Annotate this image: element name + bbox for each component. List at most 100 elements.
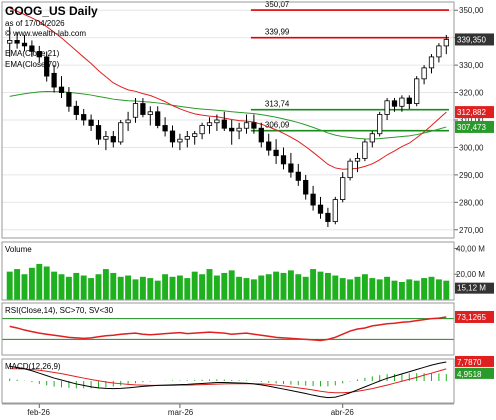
volume-bar: [110, 272, 117, 300]
price-tag: [455, 120, 494, 133]
candle-body: [88, 119, 94, 126]
candle-body: [406, 97, 412, 104]
candle-body: [414, 78, 420, 104]
candle: [14, 32, 20, 49]
level-label: 313,74: [265, 100, 290, 109]
volume-bar: [36, 263, 43, 300]
signal-tag-label: 4,9518: [457, 370, 482, 379]
volume-bar: [310, 269, 317, 300]
price-tick-label: 320,00: [459, 89, 484, 98]
volume-bar: [169, 276, 176, 300]
volume-bar: [73, 272, 80, 300]
volume-bar: [265, 274, 272, 300]
volume-bar: [324, 272, 331, 300]
volume-bar: [406, 279, 413, 300]
price-tick-label: 300,00: [459, 143, 484, 152]
candle-body: [251, 122, 257, 129]
candle-body: [21, 42, 28, 47]
volume-bar: [221, 272, 228, 300]
asof-date: as of 17/04/2026: [5, 19, 65, 28]
candle-body: [110, 136, 116, 143]
volume-bar: [258, 275, 265, 300]
candle: [399, 95, 405, 112]
volume-tag-label: 15,12 M: [457, 284, 486, 293]
volume-bar: [206, 269, 213, 300]
candle-body: [192, 133, 198, 137]
candle: [162, 117, 168, 137]
price-tag-label: 312,882: [457, 108, 486, 117]
candle-body: [317, 204, 324, 214]
rsi-tag: [455, 310, 494, 323]
volume-bar: [273, 271, 280, 300]
candle-body: [51, 72, 57, 88]
candle: [266, 133, 272, 156]
candle-body: [362, 141, 368, 159]
rsi-tag-label: 73,1265: [457, 313, 486, 322]
legend-ema70: EMA(Close,70): [5, 60, 60, 69]
candle: [81, 109, 87, 126]
macd-pane: 7,7870 4,9518 MACD(12,26,9): [1, 355, 494, 404]
volume-bar: [243, 278, 250, 300]
candle-body: [354, 158, 361, 162]
volume-bar: [65, 276, 72, 300]
candle-body: [14, 40, 20, 44]
candle: [73, 100, 79, 120]
volume-bar: [80, 275, 87, 300]
level-label: 339,99: [265, 28, 290, 37]
candle: [177, 133, 183, 151]
x-tick-label: feb-26: [27, 408, 50, 417]
volume-pane: 40,00 M 20,00 M 15,12 M Volume: [1, 241, 494, 301]
candle: [406, 95, 412, 110]
candle-body: [391, 100, 398, 107]
candle-body: [377, 114, 383, 135]
volume-tick-label: 40,00 M: [456, 244, 485, 253]
candle-body: [399, 97, 405, 107]
volume-bar: [125, 275, 132, 300]
candle-body: [384, 100, 390, 115]
price-tick-label: 350,00: [459, 6, 484, 15]
volume-bar: [391, 280, 398, 300]
candle: [125, 111, 131, 131]
volume-bar: [6, 271, 13, 300]
candle-body: [436, 45, 442, 58]
candle: [436, 43, 442, 63]
volume-bar: [421, 278, 428, 300]
price-tick-label: 330,00: [459, 61, 484, 70]
volume-bar: [302, 276, 309, 300]
candle: [317, 196, 324, 219]
candle: [303, 174, 309, 200]
macd-line: [9, 361, 447, 399]
candle-body: [428, 56, 435, 69]
candle-body: [243, 122, 250, 129]
volume-bar: [369, 278, 376, 300]
volume-bar: [58, 274, 65, 300]
price-tag-label: 339,350: [457, 35, 486, 44]
volume-bar: [213, 275, 220, 300]
price-pane: 350,07 339,99 313,74 306,09 270,00 280,00 290…: [1, 0, 494, 239]
candle-body: [118, 122, 124, 143]
candle: [95, 120, 102, 145]
volume-bar: [332, 275, 339, 300]
volume-bar: [147, 278, 154, 300]
legend-ema21: EMA(Close,21): [5, 49, 60, 58]
volume-bar: [162, 274, 169, 300]
volume-bar: [435, 279, 442, 300]
candle: [206, 117, 213, 134]
candle: [243, 114, 250, 134]
volume-bar: [51, 271, 58, 300]
volume-bar: [250, 279, 257, 300]
volume-bar: [236, 276, 243, 300]
candle: [443, 34, 449, 55]
candle: [421, 65, 427, 85]
candle-body: [125, 119, 131, 124]
candle: [118, 120, 124, 145]
price-tag: [455, 106, 494, 119]
candle: [384, 98, 390, 120]
level-label: 306,09: [265, 121, 290, 130]
signal-tag: [455, 367, 494, 379]
volume-bar: [280, 272, 287, 300]
volume-bar: [287, 270, 294, 300]
volume-bar: [361, 274, 368, 300]
volume-bar: [184, 278, 191, 300]
